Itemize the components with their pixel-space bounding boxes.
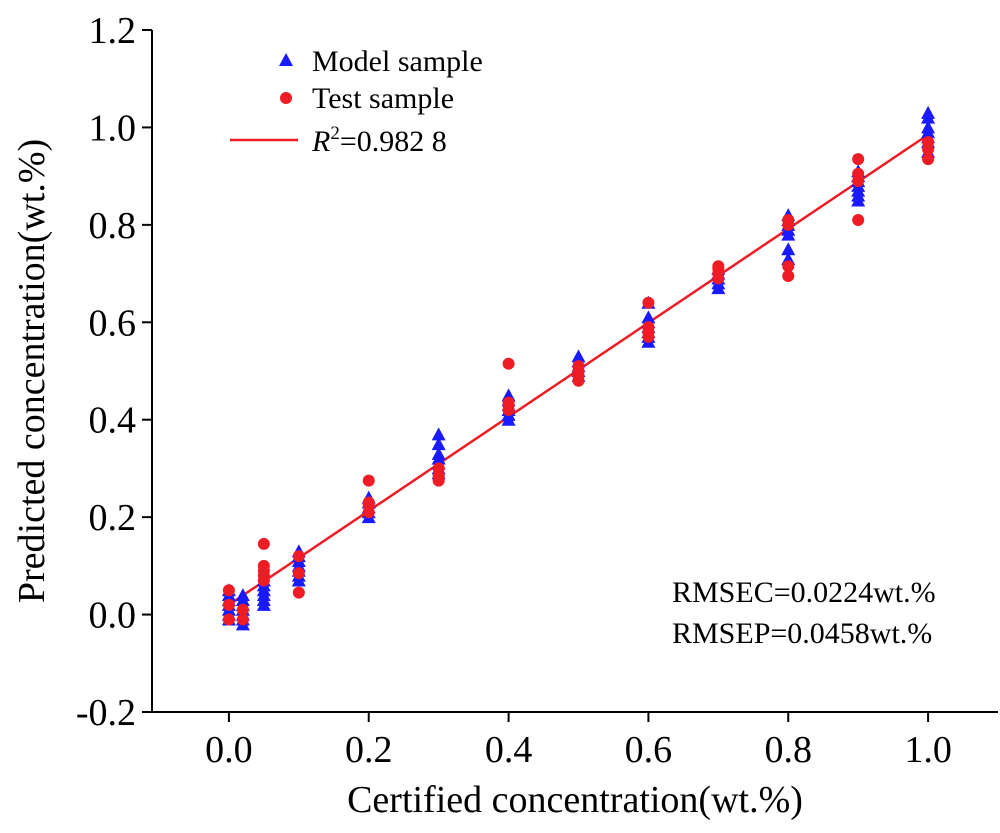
legend-model-label: Model sample — [312, 45, 483, 78]
x-axis-label: Certified concentration(wt.%) — [347, 779, 803, 821]
test-sample-point — [292, 550, 305, 563]
test-sample-point — [222, 613, 235, 626]
rmsec-annotation: RMSEC=0.0224wt.% — [672, 576, 936, 609]
model-sample-point — [921, 105, 936, 119]
model-sample-point — [571, 349, 586, 363]
legend-fit-label-r: R — [311, 125, 330, 158]
x-tick-label: 0.8 — [764, 729, 812, 771]
test-sample-point — [236, 613, 249, 626]
test-sample-point — [852, 213, 865, 226]
test-sample-point — [642, 321, 655, 334]
x-tick-label: 0.6 — [625, 729, 673, 771]
test-sample-point — [852, 153, 865, 166]
x-tick-label: 1.0 — [904, 729, 952, 771]
legend: Model sample Test sample R2=0.982 8 — [230, 45, 483, 158]
test-sample-point — [572, 360, 585, 373]
y-tick-label: 0.0 — [89, 595, 137, 637]
test-sample-point — [257, 559, 270, 572]
y-tick-label: 0.2 — [89, 497, 137, 539]
y-tick-label: 0.8 — [89, 205, 137, 247]
test-sample-series — [222, 136, 935, 626]
model-sample-point — [781, 242, 796, 256]
test-sample-point — [257, 537, 270, 550]
model-sample-point — [641, 310, 656, 324]
axes — [151, 30, 998, 713]
test-sample-point — [712, 260, 725, 273]
test-sample-point — [782, 260, 795, 273]
y-axis-label: Predicted concentration(wt.%) — [11, 139, 53, 603]
test-sample-point — [922, 136, 935, 149]
test-sample-point — [236, 603, 249, 616]
model-sample-point — [235, 588, 250, 602]
y-tick-label: 1.0 — [89, 107, 137, 149]
model-sample-point — [431, 427, 446, 441]
legend-fit-label: R2=0.982 8 — [311, 123, 447, 158]
model-sample-point — [431, 446, 446, 460]
test-sample-point — [922, 153, 935, 166]
test-sample-point — [362, 474, 375, 487]
legend-test-label: Test sample — [312, 82, 454, 115]
test-sample-point — [222, 598, 235, 611]
test-sample-point — [782, 213, 795, 226]
y-ticks: -0.2 0.0 0.2 0.4 0.6 0.8 1.0 1.2 — [76, 10, 152, 734]
test-sample-point — [292, 586, 305, 599]
x-tick-label: 0.2 — [345, 729, 393, 771]
test-sample-point — [362, 496, 375, 509]
legend-test-marker — [280, 92, 292, 104]
legend-fit-label-value: =0.982 8 — [340, 125, 447, 158]
x-tick-label: 0.4 — [485, 729, 533, 771]
y-tick-label: 0.6 — [89, 302, 137, 344]
legend-fit-label-sup: 2 — [330, 123, 340, 144]
y-tick-label: -0.2 — [76, 692, 136, 734]
test-sample-point — [852, 167, 865, 180]
y-tick-label: 0.4 — [89, 400, 137, 442]
test-sample-point — [502, 396, 515, 409]
y-tick-label: 1.2 — [89, 10, 137, 52]
model-sample-point — [921, 120, 936, 134]
test-sample-point — [222, 584, 235, 597]
model-sample-point — [431, 437, 446, 451]
rmsep-annotation: RMSEP=0.0458wt.% — [672, 617, 932, 650]
x-ticks: 0.0 0.2 0.4 0.6 0.8 1.0 — [205, 712, 952, 771]
test-sample-point — [642, 296, 655, 309]
legend-model-marker — [279, 53, 293, 66]
test-sample-point — [292, 567, 305, 580]
test-sample-point — [782, 270, 795, 283]
test-sample-point — [502, 357, 515, 370]
test-sample-point — [432, 462, 445, 475]
x-tick-label: 0.0 — [205, 729, 253, 771]
